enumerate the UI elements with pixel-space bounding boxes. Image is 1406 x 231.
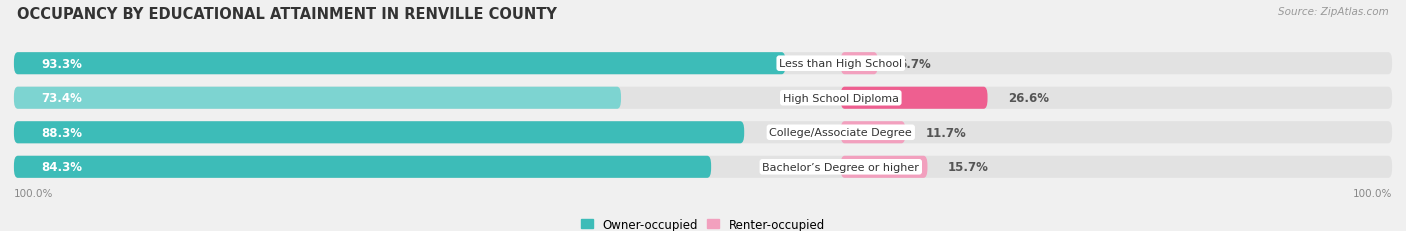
Text: 100.0%: 100.0% [14, 188, 53, 198]
FancyBboxPatch shape [14, 156, 1392, 178]
Text: 11.7%: 11.7% [927, 126, 967, 139]
FancyBboxPatch shape [841, 87, 987, 109]
FancyBboxPatch shape [841, 122, 905, 144]
FancyBboxPatch shape [14, 53, 786, 75]
Text: 73.4%: 73.4% [42, 92, 83, 105]
FancyBboxPatch shape [841, 156, 928, 178]
FancyBboxPatch shape [14, 122, 1392, 144]
Text: 26.6%: 26.6% [1008, 92, 1049, 105]
Text: 15.7%: 15.7% [948, 161, 988, 173]
Text: Bachelor’s Degree or higher: Bachelor’s Degree or higher [762, 162, 920, 172]
FancyBboxPatch shape [841, 53, 877, 75]
Text: OCCUPANCY BY EDUCATIONAL ATTAINMENT IN RENVILLE COUNTY: OCCUPANCY BY EDUCATIONAL ATTAINMENT IN R… [17, 7, 557, 22]
Text: Less than High School: Less than High School [779, 59, 903, 69]
Text: 100.0%: 100.0% [1353, 188, 1392, 198]
Text: 88.3%: 88.3% [42, 126, 83, 139]
FancyBboxPatch shape [14, 87, 621, 109]
Text: High School Diploma: High School Diploma [783, 93, 898, 103]
Legend: Owner-occupied, Renter-occupied: Owner-occupied, Renter-occupied [576, 213, 830, 231]
Text: 84.3%: 84.3% [42, 161, 83, 173]
Text: College/Associate Degree: College/Associate Degree [769, 128, 912, 138]
FancyBboxPatch shape [14, 156, 711, 178]
Text: 93.3%: 93.3% [42, 58, 83, 70]
FancyBboxPatch shape [14, 122, 744, 144]
FancyBboxPatch shape [14, 87, 1392, 109]
Text: 6.7%: 6.7% [898, 58, 931, 70]
FancyBboxPatch shape [14, 53, 1392, 75]
Text: Source: ZipAtlas.com: Source: ZipAtlas.com [1278, 7, 1389, 17]
